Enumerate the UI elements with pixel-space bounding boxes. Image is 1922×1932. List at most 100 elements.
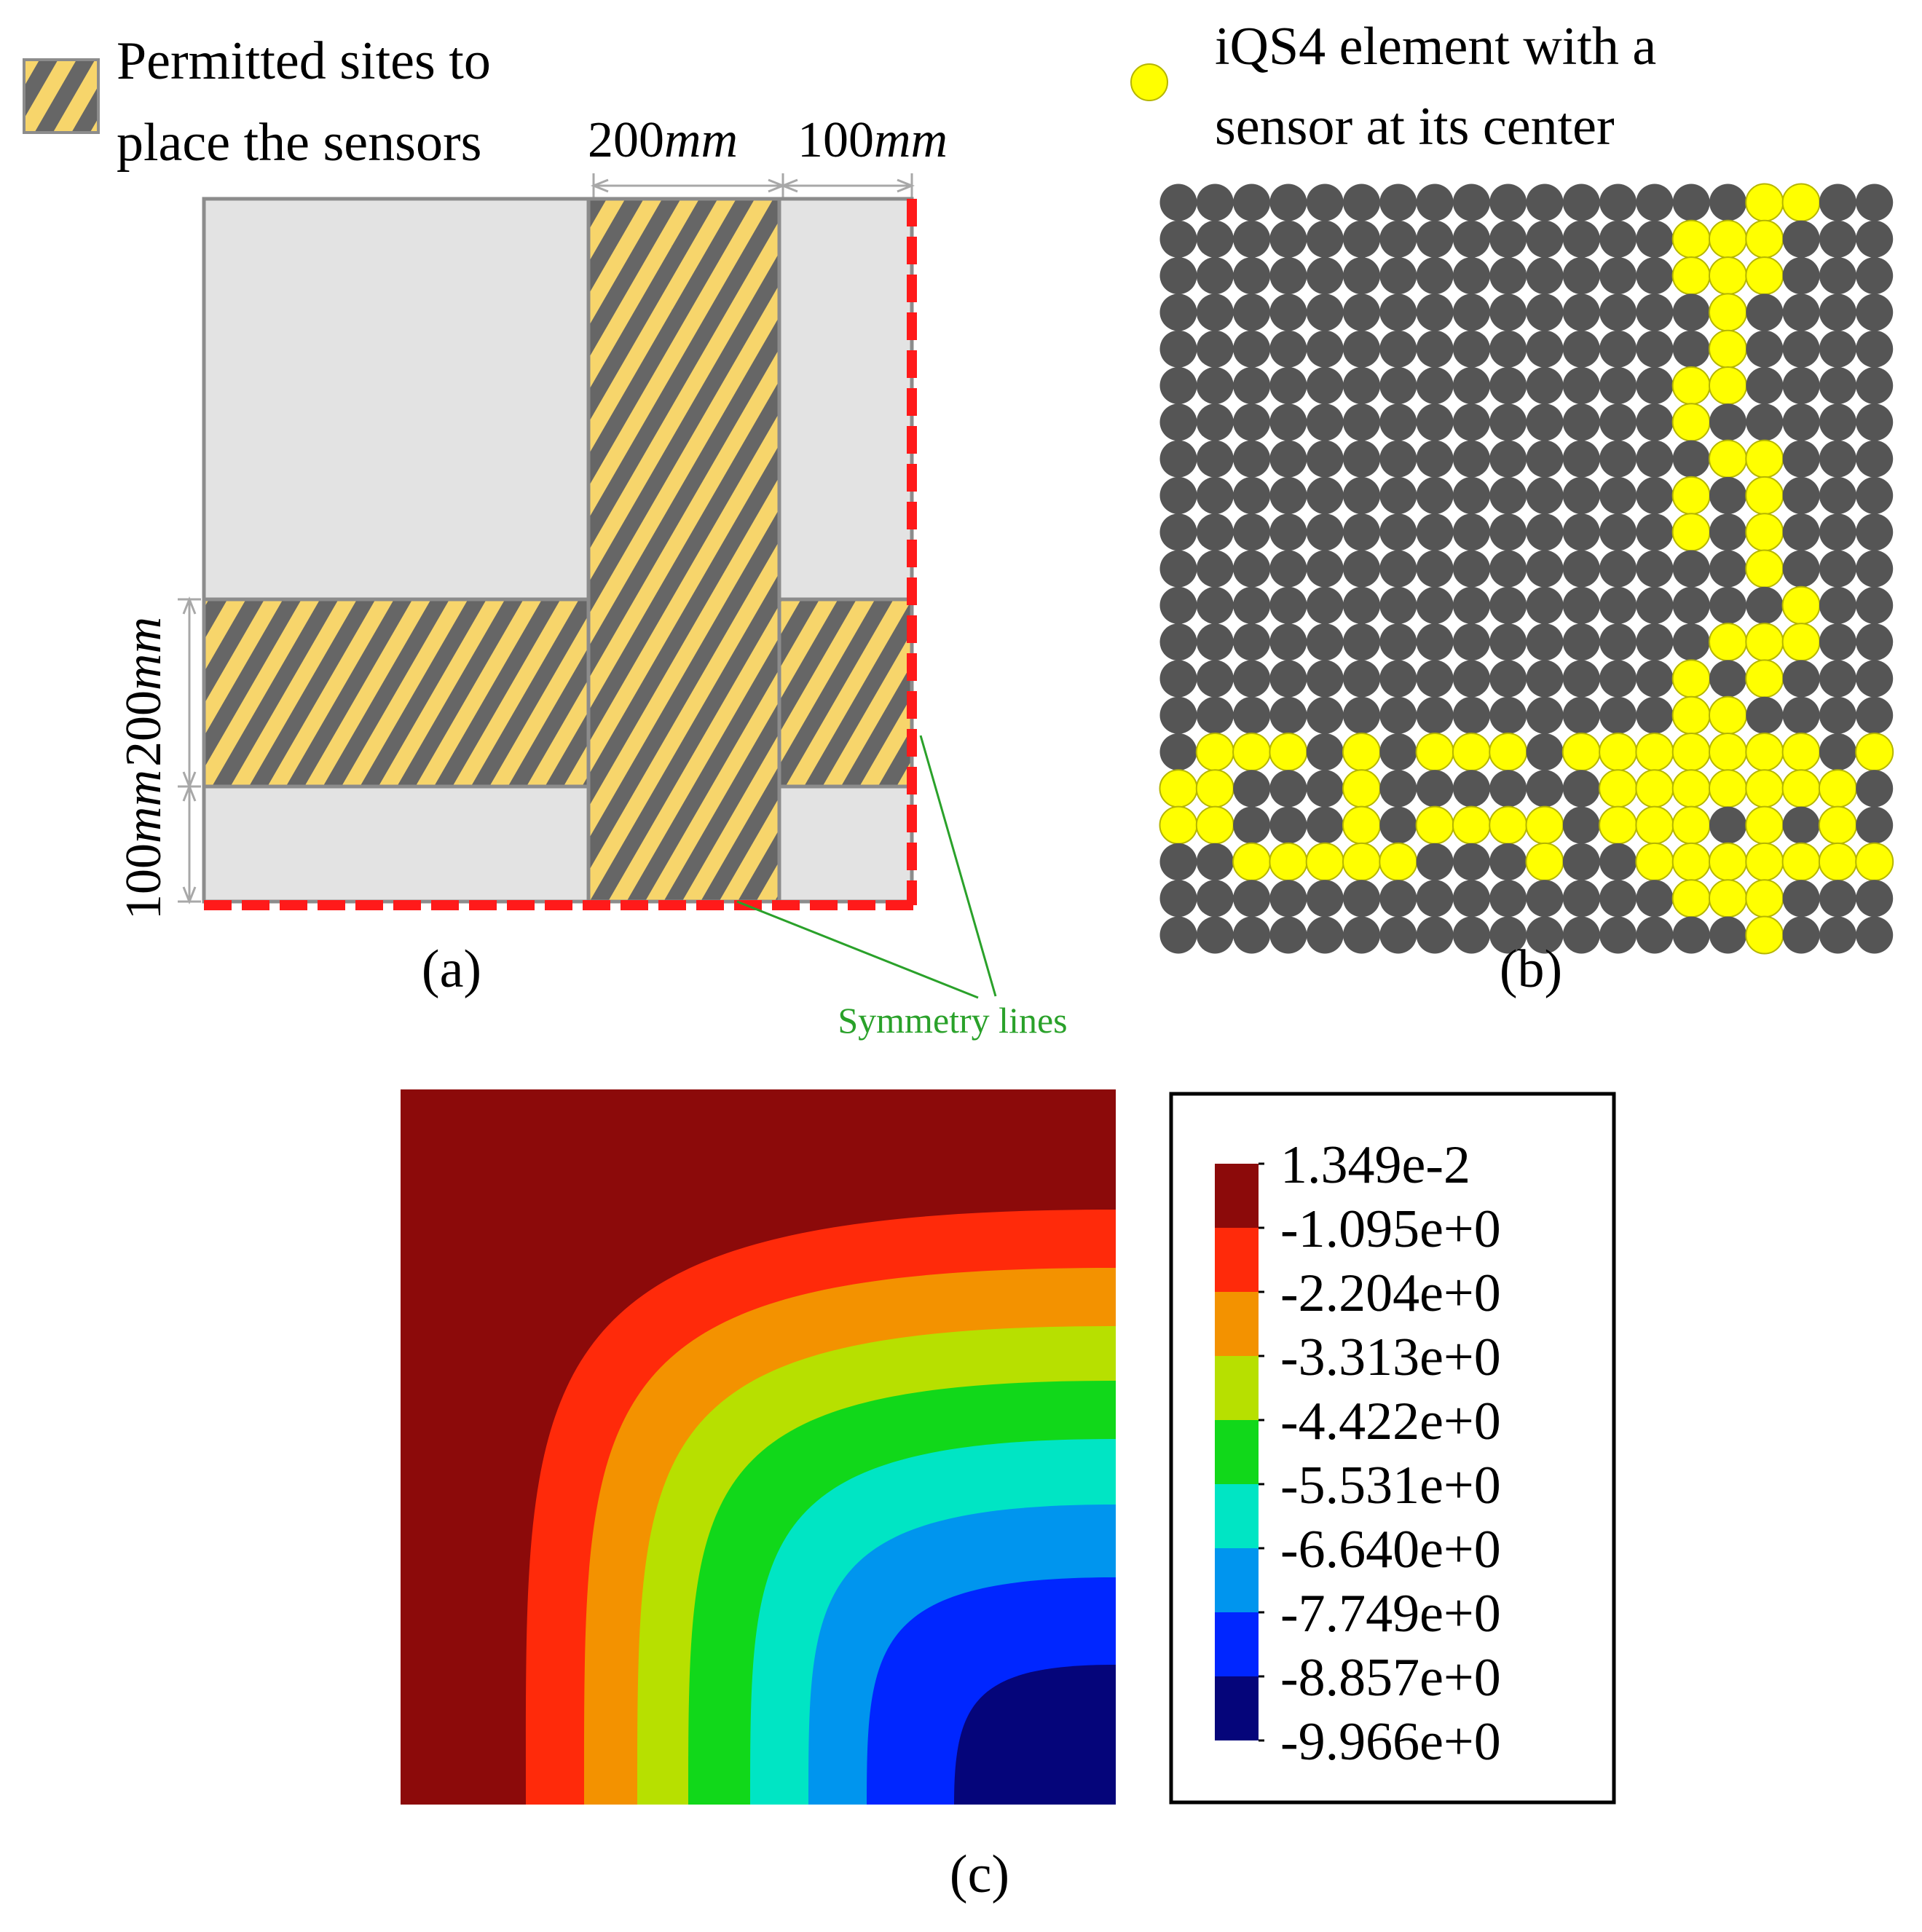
iqs4-element — [1782, 696, 1820, 734]
iqs4-element — [1709, 806, 1746, 844]
iqs4-element — [1306, 550, 1344, 588]
sensor-element — [1745, 439, 1784, 478]
sensor-element — [1635, 733, 1674, 771]
iqs4-element — [1709, 403, 1746, 441]
iqs4-element — [1379, 623, 1417, 661]
sensor-element — [1781, 733, 1821, 771]
iqs4-element — [1489, 586, 1527, 624]
iqs4-element — [1562, 293, 1600, 331]
iqs4-element — [1599, 843, 1637, 880]
legend-color-6 — [1215, 1484, 1259, 1548]
iqs4-element — [1343, 550, 1380, 588]
iqs4-element — [1343, 184, 1380, 221]
iqs4-element — [1159, 623, 1197, 661]
iqs4-element — [1672, 550, 1710, 588]
iqs4-element — [1562, 660, 1600, 698]
iqs4-element — [1416, 660, 1454, 698]
iqs4-element — [1159, 843, 1197, 880]
sensor-element — [1781, 842, 1821, 881]
iqs4-element — [1452, 184, 1490, 221]
iqs4-element — [1196, 550, 1234, 588]
iqs4-element — [1379, 586, 1417, 624]
iqs4-element — [1819, 916, 1856, 954]
legend-value-label: -8.857e+0 — [1280, 1648, 1501, 1708]
iqs4-element — [1159, 257, 1197, 295]
iqs4-element — [1452, 696, 1490, 734]
iqs4-element — [1452, 220, 1490, 258]
iqs4-element — [1636, 220, 1674, 258]
iqs4-element — [1343, 440, 1380, 478]
iqs4-element — [1709, 550, 1746, 588]
iqs4-element — [1526, 293, 1564, 331]
hatched-horizontal-left — [202, 597, 591, 789]
iqs4-element — [1306, 257, 1344, 295]
iqs4-element — [1782, 367, 1820, 404]
iqs4-element — [1526, 660, 1564, 698]
iqs4-element — [1196, 476, 1234, 514]
iqs4-element — [1526, 770, 1564, 808]
iqs4-element — [1819, 330, 1856, 368]
iqs4-element — [1709, 513, 1746, 551]
iqs4-element — [1159, 440, 1197, 478]
dim-top-right: 100mm — [797, 112, 948, 168]
sensor-element — [1269, 733, 1308, 771]
sensor-element — [1599, 733, 1638, 771]
sensor-element — [1671, 513, 1711, 552]
iqs4-element — [1343, 880, 1380, 918]
iqs4-element — [1343, 293, 1380, 331]
iqs4-element — [1306, 220, 1344, 258]
iqs4-element — [1856, 806, 1894, 844]
hatch-legend-line1: Permitted sites to — [117, 31, 491, 91]
iqs4-element — [1159, 586, 1197, 624]
panel-a: Permitted sites to place the sensors 200… — [23, 31, 1068, 1041]
iqs4-element — [1782, 403, 1820, 441]
iqs4-element — [1782, 330, 1820, 368]
iqs4-element — [1856, 880, 1894, 918]
iqs4-element — [1636, 623, 1674, 661]
legend-value-label: -7.749e+0 — [1280, 1584, 1501, 1644]
sensor-element — [1745, 769, 1784, 808]
iqs4-element — [1196, 440, 1234, 478]
sensor-element — [1415, 805, 1454, 845]
iqs4-element — [1269, 550, 1307, 588]
iqs4-element — [1599, 367, 1637, 404]
iqs4-element — [1416, 880, 1454, 918]
iqs4-element — [1856, 184, 1894, 221]
legend-color-2 — [1215, 1228, 1259, 1292]
iqs4-element — [1746, 330, 1784, 368]
iqs4-element — [1416, 513, 1454, 551]
iqs4-element — [1452, 916, 1490, 954]
sensor-element — [1635, 842, 1674, 881]
iqs4-element — [1306, 806, 1344, 844]
legend-color-7 — [1215, 1548, 1259, 1612]
iqs4-element — [1489, 880, 1527, 918]
symmetry-lines-label: Symmetry lines — [838, 1000, 1067, 1041]
iqs4-element — [1856, 916, 1894, 954]
iqs4-element — [1196, 916, 1234, 954]
iqs4-element — [1379, 293, 1417, 331]
sensor-element — [1599, 769, 1638, 808]
sensor-element — [1195, 805, 1234, 845]
iqs4-element — [1159, 403, 1197, 441]
legend-value-label: -6.640e+0 — [1280, 1520, 1501, 1580]
sensor-element — [1781, 769, 1821, 808]
sensor-element — [1745, 549, 1784, 588]
iqs4-element — [1636, 550, 1674, 588]
panel-c: 1.349e-2-1.095e+0-2.204e+0-3.313e+0-4.42… — [401, 1089, 1616, 1904]
iqs4-element — [1819, 623, 1856, 661]
sensor-element — [1342, 842, 1381, 881]
iqs4-element — [1416, 440, 1454, 478]
sensor-element — [1709, 329, 1747, 368]
sensor-element — [1709, 366, 1747, 405]
iqs4-element — [1416, 367, 1454, 404]
iqs4-element — [1782, 440, 1820, 478]
iqs4-element — [1343, 660, 1380, 698]
iqs4-element — [1306, 330, 1344, 368]
sensor-element — [1745, 256, 1784, 296]
iqs4-element — [1526, 184, 1564, 221]
iqs4-element — [1489, 184, 1527, 221]
iqs4-element — [1416, 550, 1454, 588]
sensor-element — [1709, 219, 1747, 259]
iqs4-element — [1452, 293, 1490, 331]
iqs4-element — [1672, 184, 1710, 221]
